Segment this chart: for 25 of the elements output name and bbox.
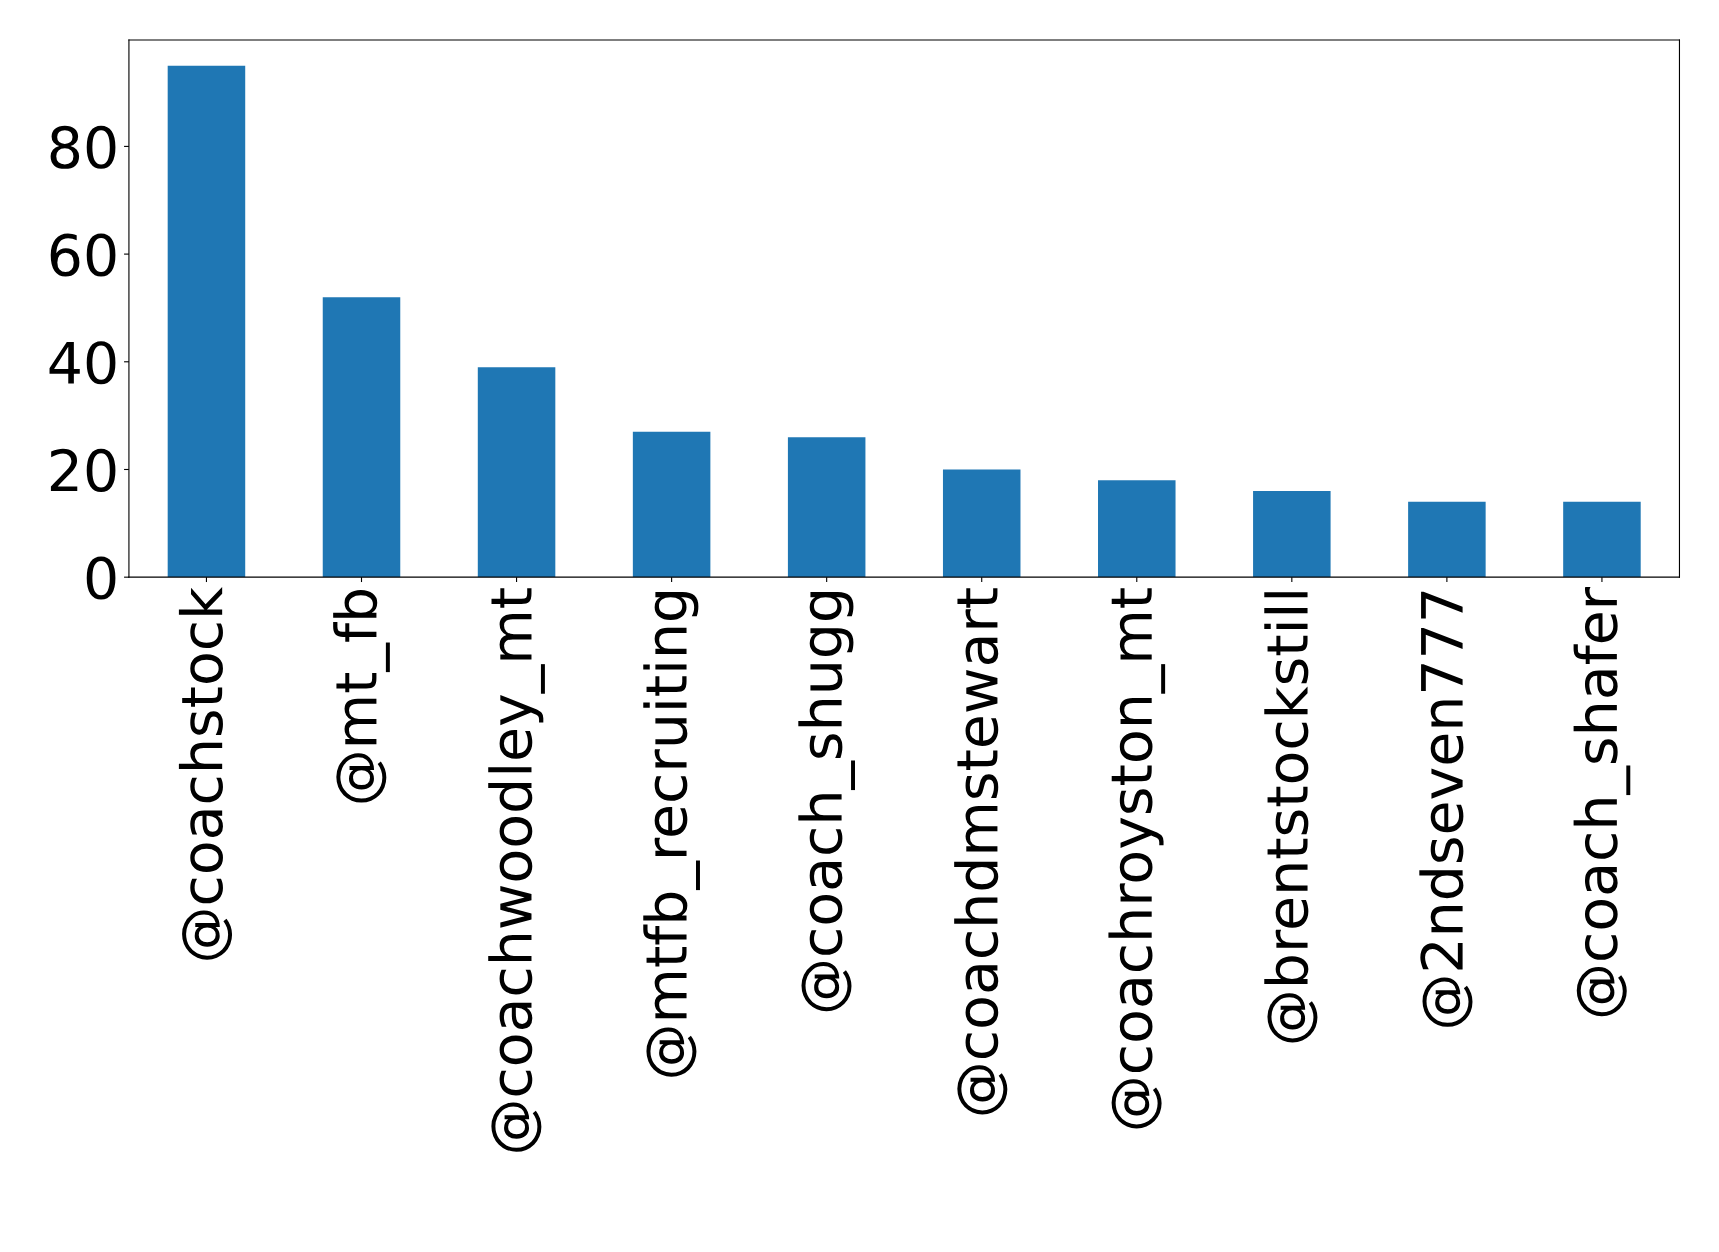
bar [322, 297, 401, 578]
bar [167, 65, 246, 578]
x-tick-label: @mt_fb [333, 590, 390, 803]
y-tick-label: 40 [49, 341, 116, 385]
bar [477, 367, 556, 578]
x-tick-label: @coach_shugg [798, 592, 856, 1012]
bar [632, 431, 711, 578]
x-tick-label: @coachroyston_mt [1108, 588, 1166, 1129]
x-tick-label: @coachstock [178, 587, 233, 960]
x-tick-label: @2ndseven777 [1419, 591, 1473, 1027]
bar [1253, 491, 1331, 578]
x-tick-label: @mtfb_recruiting [643, 592, 700, 1077]
y-tick-label: 80 [50, 125, 116, 169]
x-tick-label: @coach_shafer [1573, 586, 1631, 1017]
bar [1408, 501, 1486, 578]
x-tick-label: @coachwoodley_mt [488, 588, 545, 1152]
x-tick-label: @brentstockstill [1264, 592, 1318, 1043]
y-tick-label: 0 [86, 556, 116, 600]
y-tick-label: 20 [50, 448, 116, 492]
bar [1098, 480, 1176, 578]
y-tick-label: 60 [50, 233, 116, 277]
x-tick-label: @coachdmstewart [954, 588, 1008, 1115]
bar [787, 437, 866, 578]
bar [1563, 501, 1641, 578]
bar [942, 469, 1021, 578]
